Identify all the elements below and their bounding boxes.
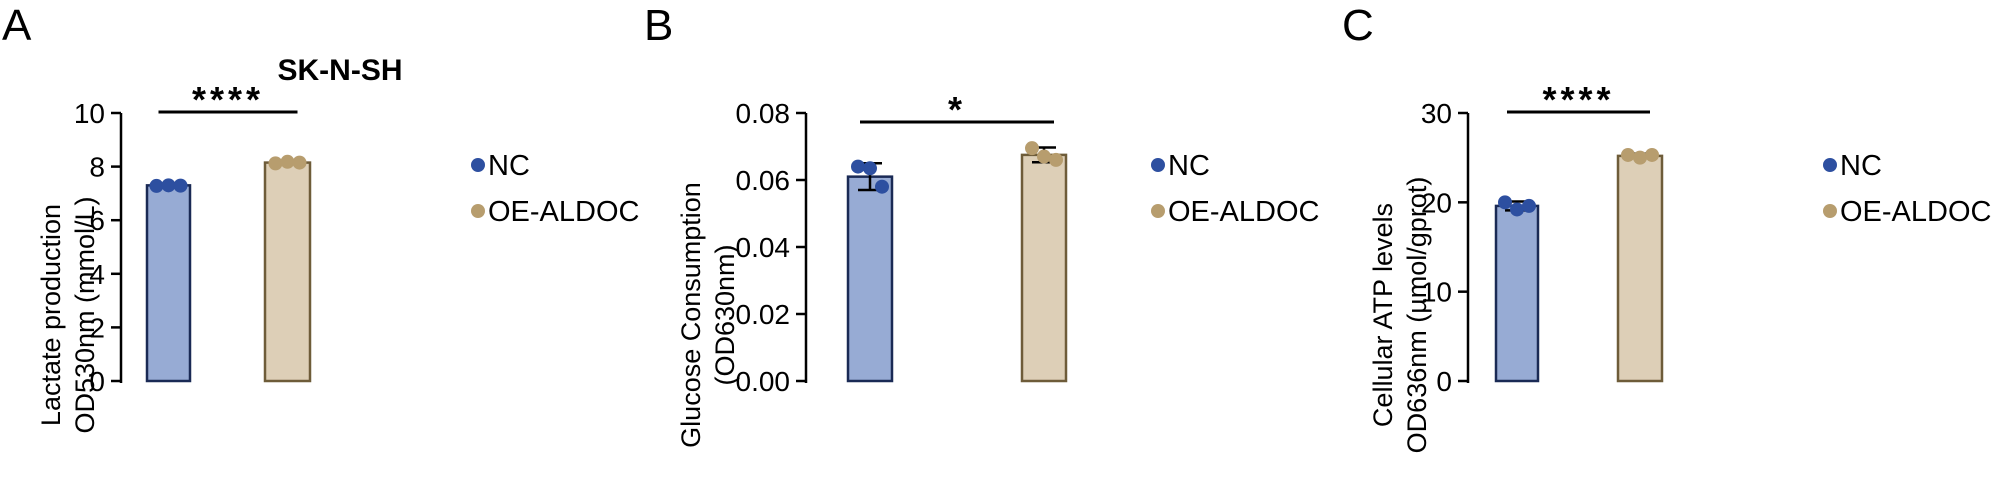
- y-tick-label-b-0: 0.00: [736, 366, 791, 397]
- y-tick-label-c-1: 10: [1421, 277, 1452, 308]
- legend-oe-label-b: OE-ALDOC: [1168, 196, 1319, 228]
- y-axis-label-b-line2: (OD630nm): [710, 244, 740, 385]
- plot-area-a: 0 2 4 6 8 10 ****: [74, 79, 312, 397]
- legend-oe-label-a: OE-ALDOC: [488, 196, 639, 228]
- panel-label-a: A: [2, 1, 32, 50]
- significance-stars-c: ****: [1542, 79, 1614, 120]
- figure-title: SK-N-SH: [278, 54, 403, 87]
- y-tick-label-a-4: 8: [89, 152, 105, 183]
- data-point-a-0-1: [161, 178, 176, 193]
- y-tick-label-c-2: 20: [1421, 187, 1452, 218]
- legend-oe-marker-b: [1151, 204, 1165, 218]
- data-point-a-1-0: [268, 156, 283, 171]
- panel-c: C Cellular ATP levels OD636nm (µmol/gpro…: [1342, 1, 1991, 453]
- y-tick-label-c-3: 30: [1421, 98, 1452, 129]
- data-point-b-1-2: [1049, 152, 1063, 167]
- legend-nc-marker-c: [1823, 158, 1837, 172]
- bar-b-oe-aldoc: [1020, 153, 1068, 383]
- data-point-b-0-1: [863, 161, 877, 176]
- bar-a-nc: [145, 184, 192, 383]
- legend-nc-marker-a: [471, 158, 485, 172]
- data-point-a-1-2: [292, 155, 307, 170]
- data-point-b-0-2: [875, 179, 889, 194]
- data-point-c-0-1: [1510, 202, 1524, 217]
- legend-oe-marker-a: [471, 204, 485, 218]
- plot-area-c: 0 10 20 30 ****: [1421, 79, 1664, 397]
- data-point-c-1-1: [1633, 150, 1647, 165]
- y-axis-label-c-line1: Cellular ATP levels: [1368, 203, 1398, 427]
- y-tick-label-a-1: 2: [89, 312, 105, 343]
- data-point-b-0-0: [851, 159, 865, 174]
- panel-label-c: C: [1342, 1, 1374, 50]
- legend-nc-label-a: NC: [488, 150, 530, 182]
- bar-c-oe-aldoc: [1616, 154, 1664, 383]
- data-point-c-0-2: [1522, 198, 1536, 213]
- y-axis-label-c-line2: OD636nm (µmol/gprot): [1402, 177, 1432, 454]
- y-tick-label-b-3: 0.06: [736, 165, 791, 196]
- plot-area-b: 0.00 0.02 0.04 0.06 0.08 *: [736, 89, 1068, 397]
- legend-b: NC OE-ALDOC: [1151, 150, 1319, 228]
- data-point-c-1-0: [1621, 147, 1635, 162]
- panel-label-b: B: [644, 1, 673, 50]
- bar-a-oe-aldoc: [263, 161, 312, 383]
- y-tick-label-a-3: 6: [89, 205, 105, 236]
- legend-nc-label-b: NC: [1168, 150, 1210, 182]
- y-tick-label-a-5: 10: [74, 98, 105, 129]
- data-point-a-1-1: [280, 154, 295, 169]
- significance-stars-b: *: [948, 89, 966, 130]
- legend-nc-label-c: NC: [1840, 150, 1882, 182]
- data-point-a-0-2: [173, 178, 188, 193]
- legend-nc-marker-b: [1151, 158, 1165, 172]
- bar-c-nc: [1494, 204, 1540, 383]
- data-point-b-1-1: [1037, 149, 1051, 164]
- y-tick-label-b-1: 0.02: [736, 299, 791, 330]
- y-axis-label-a-line2: OD530nm (mmol/L): [70, 196, 100, 433]
- significance-stars-a: ****: [192, 79, 264, 120]
- y-tick-label-a-0: 0: [89, 366, 105, 397]
- data-point-c-0-0: [1498, 195, 1512, 210]
- data-point-b-1-0: [1025, 141, 1039, 156]
- y-tick-label-b-2: 0.04: [736, 232, 791, 263]
- y-axis-label-b-line1: Glucose Consumption: [676, 182, 706, 448]
- data-point-a-0-0: [149, 178, 164, 193]
- legend-oe-label-c: OE-ALDOC: [1840, 196, 1991, 228]
- panel-b: B Glucose Consumption (OD630nm) 0.00 0.02…: [644, 1, 1319, 448]
- y-tick-label-b-4: 0.08: [736, 98, 791, 129]
- data-point-c-1-2: [1645, 147, 1659, 162]
- panel-a: A SK-N-SH Lactate production OD530nm (mm…: [2, 1, 639, 434]
- legend-a: NC OE-ALDOC: [471, 150, 639, 228]
- y-tick-label-c-0: 0: [1436, 366, 1452, 397]
- y-tick-label-a-2: 4: [89, 259, 105, 290]
- legend-c: NC OE-ALDOC: [1823, 150, 1991, 228]
- y-axis-label-a-line1: Lactate production: [36, 204, 66, 426]
- legend-oe-marker-c: [1823, 204, 1837, 218]
- bar-b-nc: [846, 175, 894, 383]
